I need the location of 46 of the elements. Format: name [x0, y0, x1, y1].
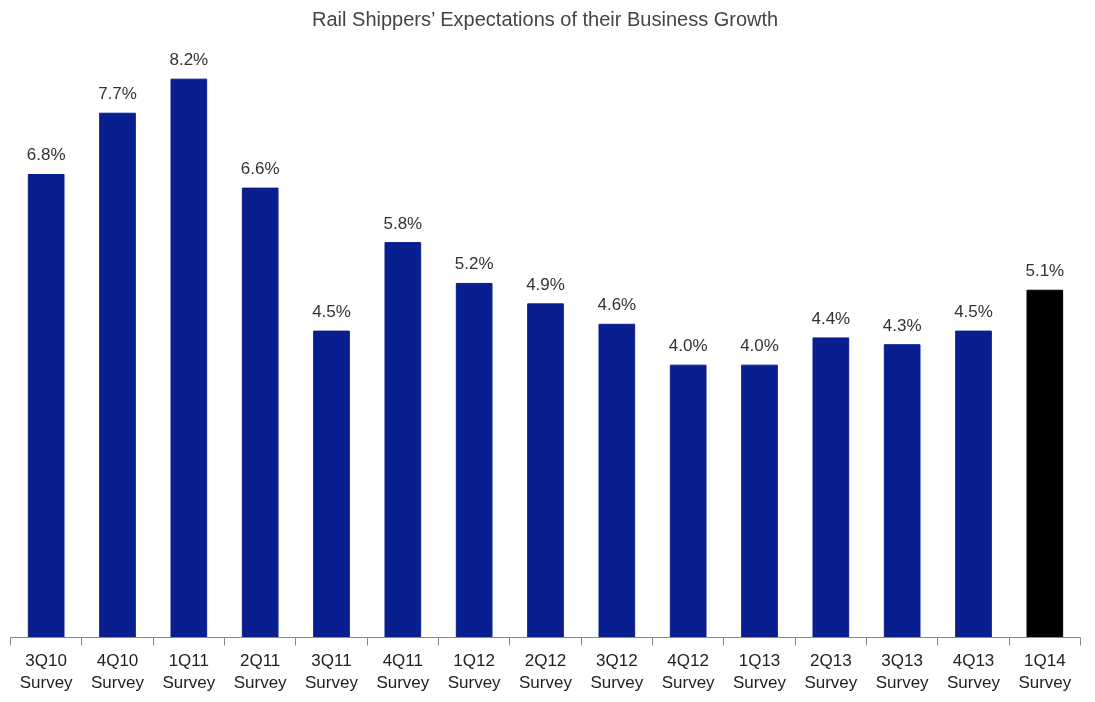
bar: [741, 364, 778, 638]
x-tick-label: 3Q12 Survey: [590, 650, 644, 693]
data-label: 4.3%: [882, 315, 922, 335]
bar: [812, 337, 850, 638]
data-label: 5.2%: [454, 254, 494, 274]
x-tick-label: 4Q12 Survey: [661, 650, 716, 693]
data-label: 5.8%: [383, 213, 423, 233]
bar: [1026, 289, 1064, 638]
data-label: 4.0%: [740, 336, 779, 356]
data-label: 4.5%: [954, 302, 993, 322]
x-tick-label: 4Q11 Survey: [376, 650, 430, 693]
x-tick-label: 3Q10 Survey: [19, 650, 74, 693]
bar: [99, 112, 136, 638]
data-label: 4.9%: [526, 274, 565, 294]
bar: [27, 173, 65, 638]
bar: [669, 364, 707, 638]
data-label: 4.4%: [811, 308, 851, 328]
bar: [170, 78, 208, 638]
data-label: 6.6%: [240, 159, 280, 179]
x-tick-label: 2Q12 Survey: [519, 650, 573, 693]
data-label: 4.0%: [668, 336, 708, 356]
data-label: 6.8%: [26, 145, 66, 165]
x-tick-label: 2Q13 Survey: [804, 650, 858, 693]
bar: [455, 282, 493, 638]
x-tick-label: 3Q11 Survey: [305, 650, 359, 693]
bar: [883, 344, 921, 638]
bar: [384, 242, 422, 638]
x-tick-label: 2Q11 Survey: [233, 650, 288, 693]
bar: [313, 330, 350, 638]
x-tick-label: 4Q10 Survey: [91, 650, 145, 693]
bar: [598, 323, 636, 638]
chart-title: Rail Shippers’ Expectations of their Business Growth: [312, 7, 779, 30]
bar: [527, 303, 564, 638]
x-tick-label: 1Q11 Survey: [162, 650, 216, 693]
data-label: 4.6%: [597, 295, 637, 315]
x-tick-label: 1Q12 Survey: [447, 650, 502, 693]
x-tick-label: 1Q13 Survey: [733, 650, 787, 693]
data-label: 5.1%: [1025, 261, 1065, 281]
data-label: 8.2%: [169, 50, 209, 70]
bar: [241, 187, 279, 638]
x-tick-label: 4Q13 Survey: [947, 650, 1001, 693]
bar: [955, 330, 992, 638]
x-tick-label: 3Q13 Survey: [875, 650, 930, 693]
x-tick-label: 1Q14 Survey: [1018, 650, 1072, 693]
data-label: 4.5%: [312, 302, 351, 322]
data-label: 7.7%: [98, 84, 137, 104]
